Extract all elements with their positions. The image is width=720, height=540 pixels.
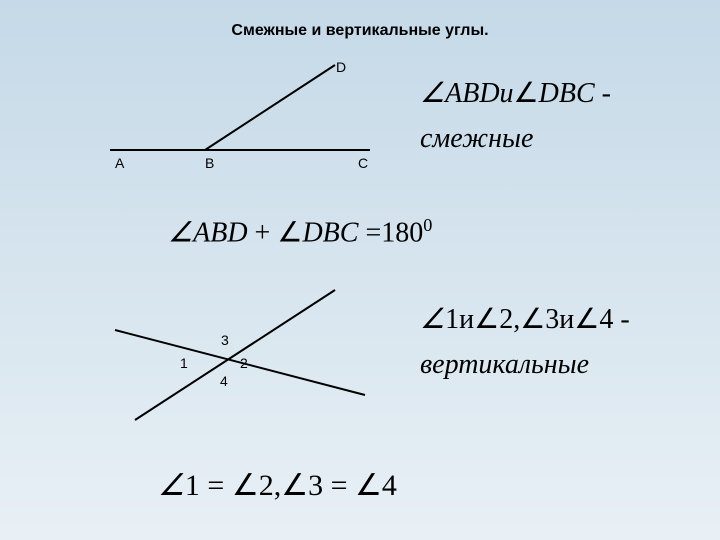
dash: - [602,78,611,109]
angle-symbol: ∠ [168,217,193,248]
adjacent-sum-formula: ∠ABD + ∠DBC =1800 [168,215,432,249]
crossing-line-2 [135,290,335,420]
angle-label-2: 2 [240,355,248,371]
plus-sign: + [255,217,271,248]
dbc: DBC [302,217,358,248]
vertical-definition: ∠1и∠2,∠3и∠4 - вертикальные [420,298,630,388]
vertical-equality-formula: ∠1 = ∠2,∠3 = ∠4 [158,468,397,503]
angle-symbol-2: ∠ [277,217,302,248]
point-c: C [358,155,368,170]
vertical-word-a: вертикальны [420,349,577,380]
line-bd [205,65,335,150]
value-180: 180 [381,217,423,248]
angle-label-4: 4 [220,373,228,389]
point-b: B [205,155,214,170]
dash: - [620,304,629,335]
adjacent-angles-diagram: A B C D [100,60,380,170]
angle-label-1: 1 [180,355,188,371]
adjacent-word-b: е [521,123,532,154]
vertical-word-b: е [577,349,588,380]
angle-symbol-2: ∠ [514,78,539,109]
angle-symbol: ∠ [158,469,185,502]
angle-symbol: ∠ [420,78,445,109]
adjacent-definition: ∠ABDи∠DBC - смежные [420,72,611,162]
vertical-angles-diagram: 1 2 3 4 [100,280,380,440]
degree-sup: 0 [423,215,432,235]
abd-text: ABDи [445,78,513,109]
abd: ABD [193,217,247,248]
adjacent-word-a: смежны [420,123,521,154]
equals: = [365,217,381,248]
angle-symbol: ∠ [420,304,445,335]
dbc-text: DBC [539,78,595,109]
page-title: Смежные и вертикальные углы. [0,22,720,40]
point-d: D [336,60,346,75]
point-a: A [115,155,125,170]
equality-text: 1 = ∠2,∠3 = ∠4 [185,469,397,502]
angle-label-3: 3 [221,332,229,348]
angle-pairs: 1и∠2,∠3и∠4 [445,304,613,335]
